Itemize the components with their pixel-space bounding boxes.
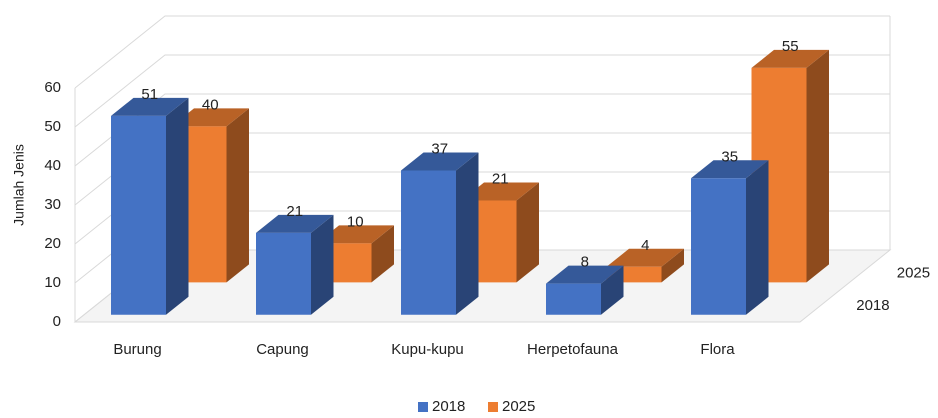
data-label: 40	[202, 96, 219, 113]
bar-side	[601, 265, 624, 315]
bar-side	[311, 214, 334, 315]
x-tick-label: Kupu-kupu	[391, 341, 464, 358]
legend-label: 2018	[432, 398, 465, 415]
y-tick-label: 0	[53, 313, 61, 330]
x-tick-label: Burung	[113, 341, 161, 358]
bar	[256, 214, 334, 315]
bar-side	[806, 49, 829, 283]
depth-label: 2025	[897, 264, 930, 281]
bar-side	[746, 160, 769, 315]
data-label: 21	[286, 203, 303, 220]
y-tick-label: 60	[44, 79, 61, 96]
bar-top	[461, 182, 539, 201]
legend-swatch	[488, 402, 498, 412]
bar-top	[256, 214, 334, 233]
bar	[691, 160, 769, 315]
bar-top	[546, 265, 624, 284]
bar-front	[256, 232, 311, 315]
bar-side	[371, 225, 394, 283]
data-label: 8	[581, 254, 589, 271]
data-label: 37	[431, 140, 448, 157]
x-tick-label: Herpetofauna	[527, 341, 619, 358]
grid-line	[74, 93, 890, 167]
bar-top	[401, 152, 479, 171]
bar-top	[316, 225, 394, 244]
legend-label: 2025	[502, 398, 535, 415]
bar-side	[226, 108, 249, 283]
x-tick-label: Flora	[700, 341, 735, 358]
depth-label: 2018	[856, 297, 889, 314]
bar-top	[751, 49, 829, 68]
grid-line	[74, 15, 890, 89]
y-tick-label: 10	[44, 274, 61, 291]
y-tick-label: 30	[44, 196, 61, 213]
bar-top	[171, 108, 249, 127]
bar-side	[661, 248, 684, 283]
y-tick-label: 40	[44, 157, 61, 174]
bar-side	[166, 97, 189, 315]
bar	[546, 265, 624, 315]
bar-front	[546, 283, 601, 315]
legend-swatch	[418, 402, 428, 412]
data-label: 4	[641, 237, 649, 254]
y-axis-title: Jumlah Jenis	[11, 144, 27, 226]
y-tick-label: 20	[44, 235, 61, 252]
bar-side	[456, 152, 479, 315]
bar-front	[401, 170, 456, 315]
bar	[111, 97, 189, 315]
bar-front	[111, 115, 166, 315]
x-tick-label: Capung	[256, 341, 309, 358]
y-tick-label: 50	[44, 118, 61, 135]
bar-side	[516, 182, 539, 283]
data-label: 51	[141, 86, 158, 103]
bar-front	[691, 178, 746, 315]
data-label: 10	[347, 213, 364, 230]
data-label: 55	[782, 38, 799, 55]
bar-top	[111, 97, 189, 116]
bar-top	[606, 248, 684, 267]
data-label: 21	[492, 170, 509, 187]
data-label: 35	[721, 148, 738, 165]
bar	[401, 152, 479, 315]
bar-top	[691, 160, 769, 179]
grid-line	[74, 54, 890, 128]
